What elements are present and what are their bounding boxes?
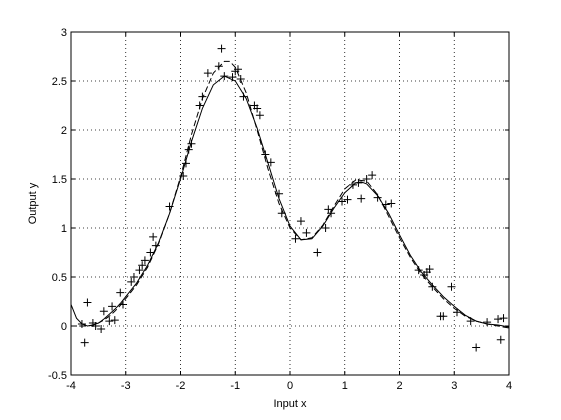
grid [71,32,509,375]
data-point [198,92,207,101]
x-tick-label: 3 [451,380,457,392]
data-point [348,180,357,189]
data-point [253,104,262,113]
data-point [362,175,371,183]
data-markers [77,44,508,352]
data-point [151,241,160,250]
data-point [327,209,336,218]
data-point [108,302,117,311]
x-axis-label: Input x [273,398,307,410]
x-tick-label: -2 [176,380,186,392]
data-point [165,202,174,211]
data-point [302,228,311,237]
data-point [428,282,437,291]
data-point [228,73,237,82]
y-tick-label: 1 [61,223,67,235]
data-point [373,193,382,202]
y-tick-label: 1.5 [52,174,67,186]
data-point [277,209,286,218]
x-tick-label: 1 [342,380,348,392]
data-point [275,189,284,198]
data-point [135,266,144,275]
data-point [220,72,229,81]
fit-curves [70,60,510,329]
data-point [499,314,508,323]
y-tick-label: 0 [61,321,67,333]
data-point [149,232,158,241]
y-tick-label: 3 [61,27,67,39]
data-point [236,75,245,84]
data-point [233,65,242,74]
data-point [261,150,270,159]
data-point [110,316,119,325]
data-point [138,261,147,270]
data-point [338,197,347,206]
data-point [452,308,461,317]
data-point [296,217,305,226]
data-point [368,171,377,180]
data-point [146,248,155,257]
data-point [184,145,193,154]
data-point [354,178,363,187]
data-point [466,317,475,326]
data-point [140,256,149,265]
data-point [116,288,125,297]
data-point [129,273,138,281]
y-tick-label: 0.5 [52,272,67,284]
data-point [357,194,366,203]
data-point [99,307,108,316]
y-axis-label: Output y [27,182,39,224]
data-point [195,101,204,110]
data-point [381,200,390,209]
y-tick-label: -0.5 [48,370,67,382]
data-point [97,324,106,333]
data-point [239,92,248,101]
data-point [266,158,275,167]
data-point [313,248,322,257]
data-point [496,335,505,344]
data-point [255,111,264,120]
data-point [119,300,128,309]
x-tick-label: 0 [287,380,293,392]
data-point [214,62,223,71]
x-tick-label: -3 [121,380,131,392]
data-point [203,69,212,78]
y-tick-label: 2.5 [52,76,67,88]
x-tick-label: 4 [506,380,512,392]
data-point [439,312,448,321]
data-point [425,265,434,274]
x-tick-label: -1 [230,380,240,392]
data-point [447,282,456,291]
data-point [91,322,100,330]
data-point [181,159,190,168]
data-point [105,317,114,326]
data-point [83,298,92,307]
data-point [387,199,396,208]
x-tick-label: -4 [66,380,76,392]
data-point [414,266,423,275]
x-tick-label: 2 [396,380,402,392]
data-point [187,139,196,148]
data-point [494,315,503,324]
data-point [472,343,481,352]
data-point [483,318,492,327]
data-point [217,44,226,53]
data-point [343,195,352,204]
data-point [127,277,136,286]
axis-ticks: -4 -3 -2 -1 0 1 2 3 4 -0.5 0 0.5 1 1.5 2 2.5 3 [48,27,512,392]
data-point [179,172,188,181]
data-point [291,234,300,243]
data-point [80,338,89,347]
data-point [77,320,86,329]
data-point [321,224,330,232]
solid-fit-curve [70,75,510,328]
dashed-fit-curve [71,60,510,329]
y-tick-label: 2 [61,125,67,137]
